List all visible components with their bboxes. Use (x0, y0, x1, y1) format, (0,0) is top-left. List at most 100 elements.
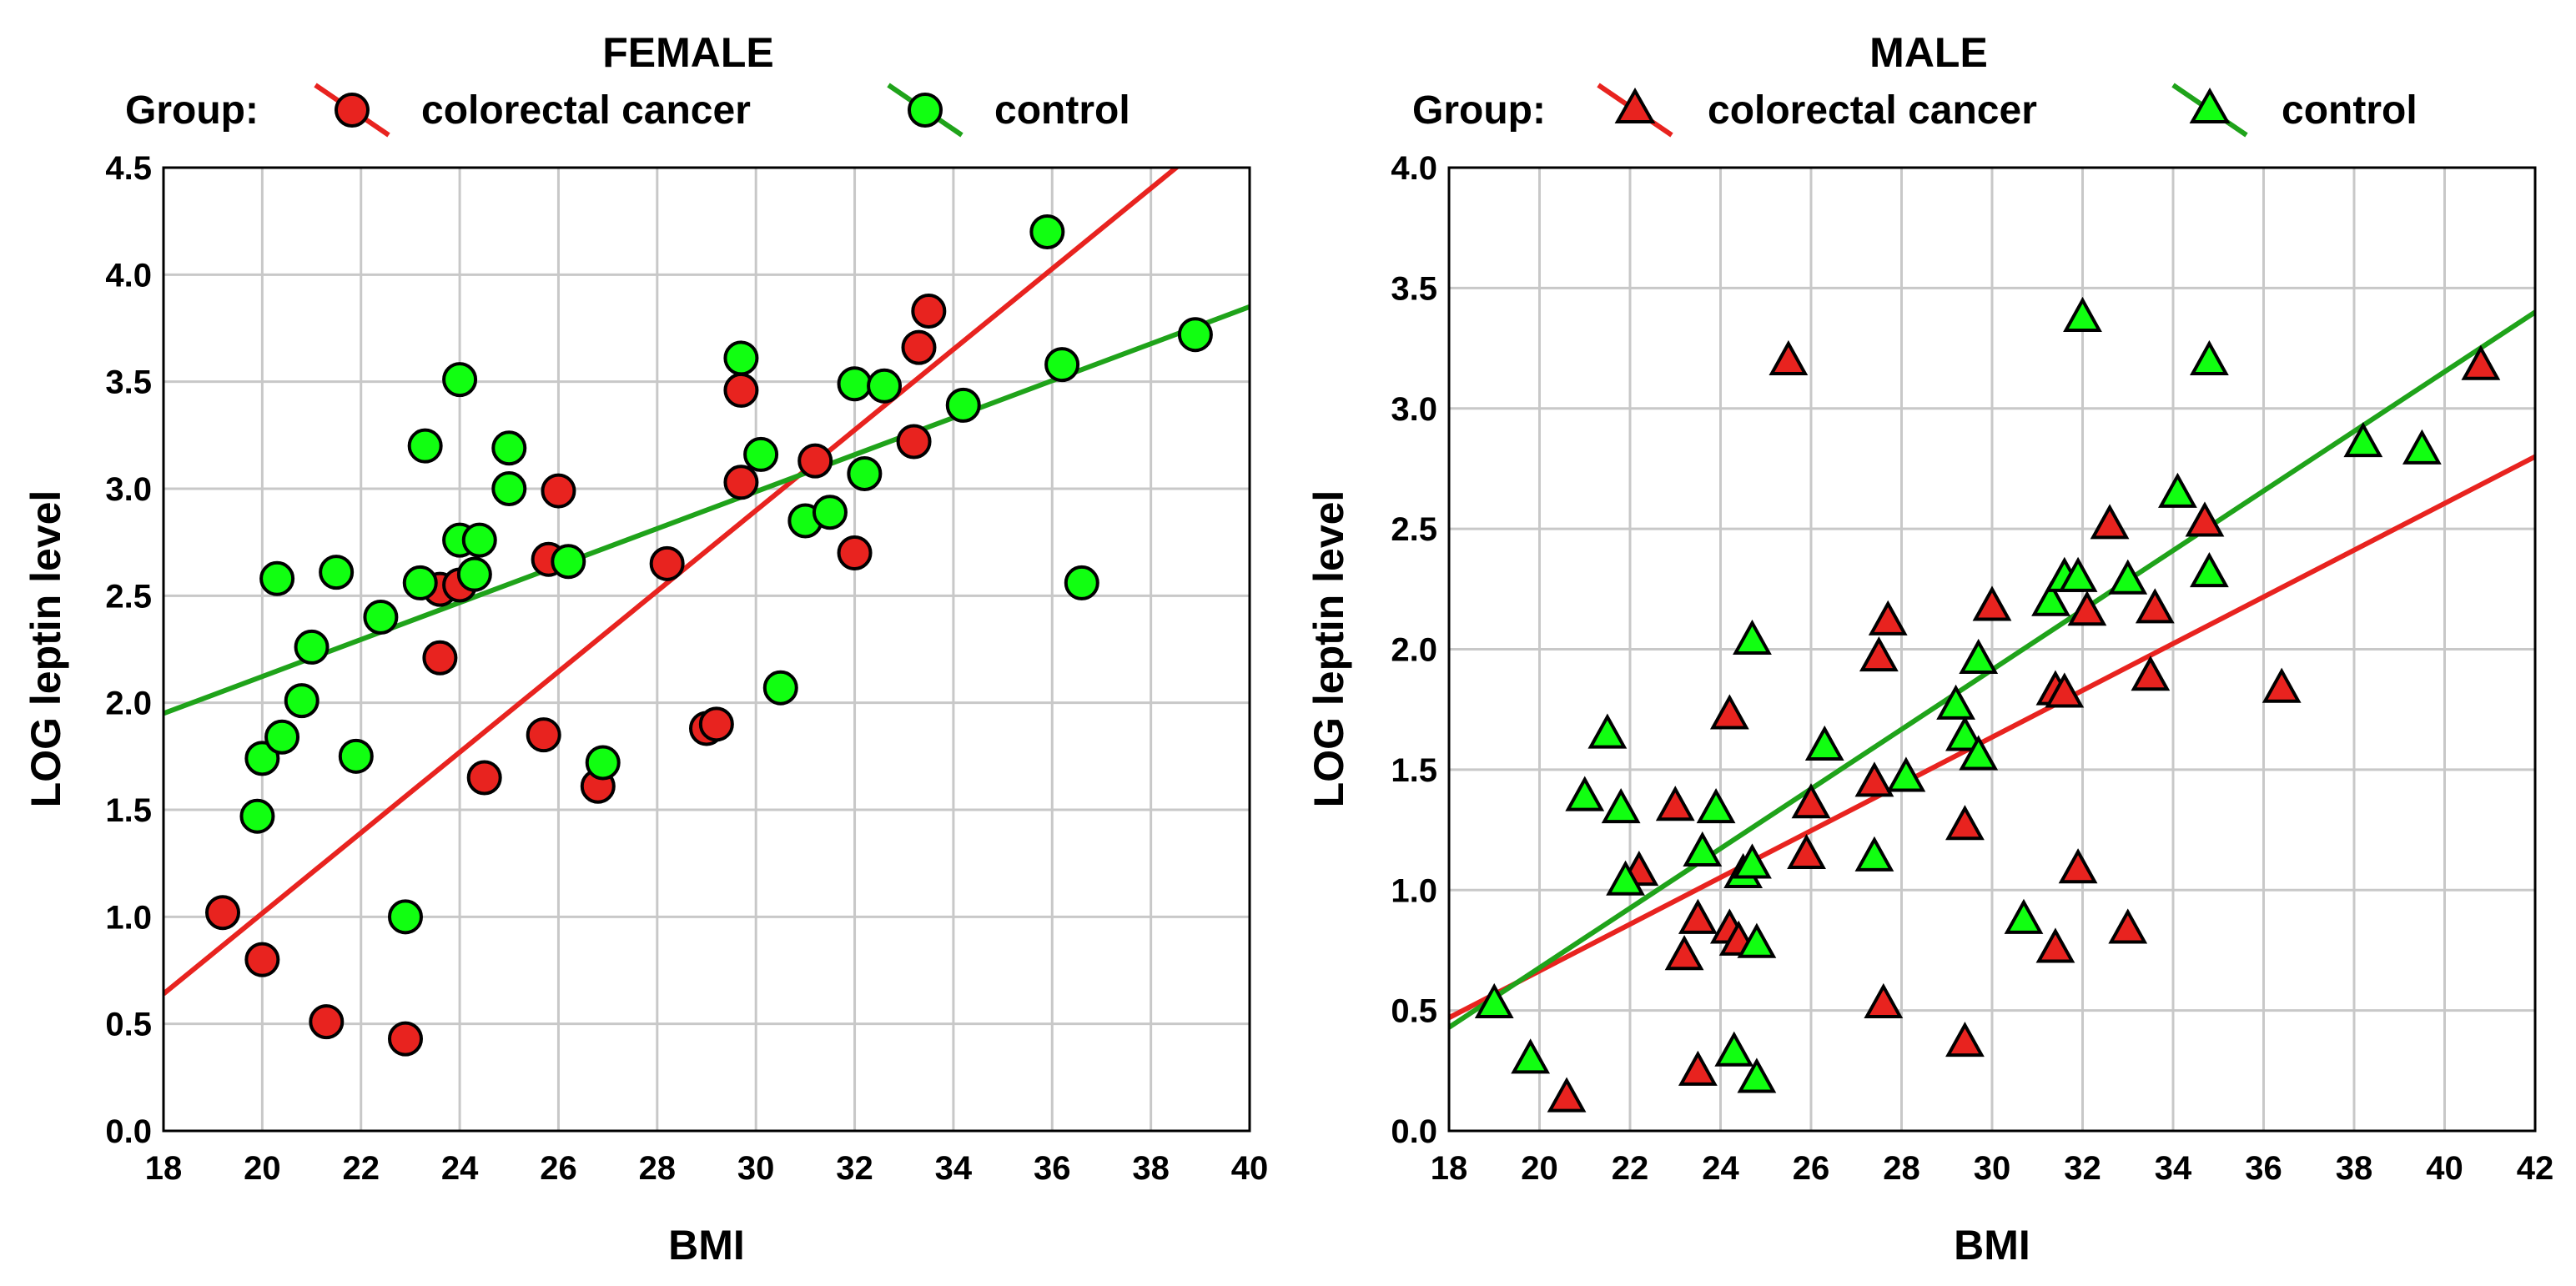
x-tick-label: 40 (1231, 1150, 1269, 1187)
x-tick-label: 28 (639, 1150, 677, 1187)
x-tick-label: 20 (1521, 1150, 1558, 1187)
x-tick-label: 38 (2336, 1150, 2373, 1187)
data-point-colorectal-cancer (896, 424, 932, 460)
data-point-control (244, 741, 280, 776)
data-point-control (1511, 1038, 1551, 1074)
data-point-colorectal-cancer (1547, 1077, 1587, 1113)
x-tick-label: 42 (2517, 1150, 2554, 1187)
x-tick-label: 36 (1034, 1150, 1071, 1187)
x-tick-label: 26 (1793, 1150, 1830, 1187)
plot-frame (1447, 166, 2537, 1133)
data-point-colorectal-cancer (1664, 935, 1704, 971)
legend-label-colorectal-cancer: colorectal cancer (1708, 88, 2037, 133)
legend-marker-colorectal-cancer (1614, 87, 1656, 123)
data-point-control (1959, 735, 1999, 771)
y-tick-label: 1.5 (1391, 752, 1437, 789)
x-tick-label: 30 (1974, 1150, 2011, 1187)
y-tick-label: 2.0 (105, 686, 152, 722)
data-point-control (363, 600, 399, 635)
legend-marker-colorectal-cancer (335, 93, 370, 128)
data-point-colorectal-cancer (901, 329, 937, 365)
data-point-control (456, 556, 492, 592)
y-tick-label: 3.5 (105, 364, 152, 401)
data-point-colorectal-cancer (541, 473, 576, 509)
x-tick-label: 24 (1702, 1150, 1739, 1187)
data-point-colorectal-cancer (422, 640, 458, 676)
x-tick-labels: 18 20 22 24 26 28 30 32 34 36 38 40 42 (1431, 1150, 2554, 1187)
plot-frame (162, 166, 1251, 1133)
data-point-control (551, 544, 586, 580)
data-point-colorectal-cancer (2135, 588, 2175, 624)
data-point-colorectal-cancer (1972, 585, 2012, 621)
y-tick-label: 0.0 (1391, 1113, 1437, 1150)
data-point-control (1587, 713, 1628, 749)
y-tick-labels: 0.0 0.5 1.0 1.5 2.0 2.5 3.0 3.5 4.0 4.5 (105, 150, 152, 1150)
data-point-control (1044, 347, 1080, 383)
data-point-colorectal-cancer (1864, 982, 1904, 1018)
data-point-control (264, 719, 300, 755)
y-tick-label: 2.0 (1391, 632, 1437, 669)
data-point-colorectal-cancer (309, 1004, 345, 1040)
data-point-control (1565, 776, 1605, 811)
data-point-control (461, 522, 497, 558)
x-tick-label: 18 (145, 1150, 183, 1187)
legend-marker-control (2189, 87, 2231, 123)
data-point-control (1177, 317, 1213, 353)
data-point-control (867, 368, 903, 404)
data-point-control (491, 471, 527, 506)
data-point-colorectal-cancer (526, 717, 561, 753)
data-point-colorectal-cancer (723, 372, 759, 408)
data-point-control (2004, 898, 2044, 934)
data-point-colorectal-cancer (2058, 848, 2098, 884)
data-point-control (442, 362, 478, 398)
data-point-control (1959, 638, 1999, 675)
y-tick-label: 1.5 (105, 792, 152, 829)
data-point-control (1029, 214, 1065, 249)
data-point-control (2190, 339, 2229, 375)
legend-prefix: Group: (1412, 88, 1546, 133)
data-point-control (837, 366, 873, 402)
data-point-control (2190, 551, 2229, 588)
data-point-control (319, 555, 355, 590)
data-point-control (1474, 982, 1514, 1018)
data-point-colorectal-cancer (1768, 339, 1809, 375)
data-point-control (284, 683, 319, 719)
x-tick-label: 32 (836, 1150, 873, 1187)
y-tick-label: 1.0 (1391, 872, 1437, 909)
data-point-colorectal-cancer (2108, 908, 2148, 944)
chart-male: MALE Group: colorectal cancer control 18… (1306, 29, 2553, 1268)
data-point-control (491, 430, 527, 466)
x-axis-label: BMI (668, 1222, 745, 1268)
legend-label-control: control (2282, 88, 2418, 133)
data-point-control (387, 899, 423, 935)
data-point-colorectal-cancer (837, 535, 873, 570)
x-tick-label: 36 (2245, 1150, 2282, 1187)
data-point-control (1714, 1031, 1754, 1067)
fit-lines (164, 168, 1250, 997)
data-point-control (2402, 429, 2442, 465)
x-tick-label: 40 (2426, 1150, 2463, 1187)
data-point-control (945, 387, 981, 423)
chart-female: FEMALE Group: colorectal cancer control … (23, 29, 1268, 1268)
chart-title: FEMALE (602, 29, 774, 76)
x-tick-label: 20 (244, 1150, 281, 1187)
legend: Group: colorectal cancer control (1412, 83, 2418, 138)
x-tick-label: 18 (1431, 1150, 1468, 1187)
data-point-control (585, 745, 621, 781)
x-tick-label: 34 (2155, 1150, 2192, 1187)
data-point-colorectal-cancer (1787, 833, 1826, 869)
data-point-control (2058, 556, 2098, 592)
x-tick-label: 34 (935, 1150, 973, 1187)
data-point-colorectal-cancer (2035, 927, 2075, 963)
y-tick-label: 4.5 (105, 150, 152, 187)
x-tick-label: 22 (342, 1150, 380, 1187)
y-tick-label: 2.5 (1391, 511, 1437, 548)
data-point-control (1696, 787, 1736, 824)
data-point-colorectal-cancer (649, 545, 685, 581)
fit-line-colorectal-cancer (164, 168, 1180, 997)
grid (1447, 166, 2537, 1133)
data-point-control (402, 565, 438, 600)
x-tick-label: 38 (1132, 1150, 1170, 1187)
data-point-colorectal-cancer (2185, 501, 2225, 537)
